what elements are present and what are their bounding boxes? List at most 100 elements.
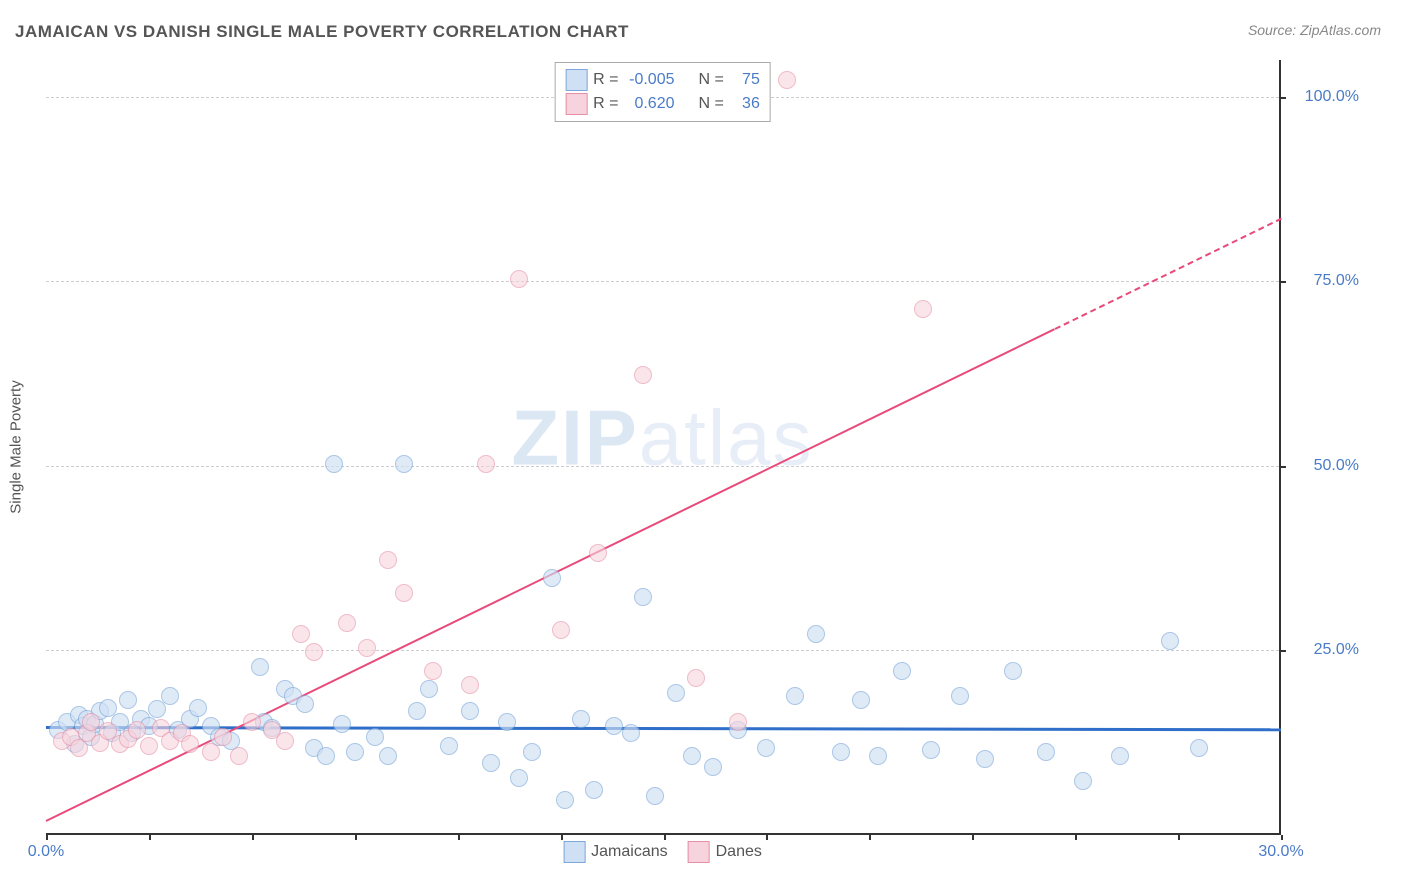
- series-legend: Jamaicans Danes: [563, 841, 762, 863]
- point-danes: [778, 71, 796, 89]
- point-jamaicans: [1037, 743, 1055, 761]
- xtick-label: 0.0%: [28, 843, 64, 861]
- xtick: [1075, 835, 1077, 840]
- xtick: [1178, 835, 1180, 840]
- point-jamaicans: [317, 747, 335, 765]
- point-jamaicans: [922, 741, 940, 759]
- point-danes: [230, 747, 248, 765]
- point-jamaicans: [634, 588, 652, 606]
- point-jamaicans: [605, 717, 623, 735]
- chart-title: JAMAICAN VS DANISH SINGLE MALE POVERTY C…: [15, 22, 629, 42]
- point-jamaicans: [440, 737, 458, 755]
- point-jamaicans: [251, 658, 269, 676]
- n-value: 36: [730, 95, 760, 113]
- legend-item-jamaicans: Jamaicans: [563, 841, 667, 863]
- trendline-dashed-danes: [1054, 218, 1281, 330]
- point-danes: [202, 743, 220, 761]
- point-jamaicans: [1111, 747, 1129, 765]
- point-danes: [128, 721, 146, 739]
- xtick: [869, 835, 871, 840]
- r-value: 0.620: [625, 95, 675, 113]
- legend-label: Jamaicans: [591, 843, 667, 861]
- point-danes: [634, 366, 652, 384]
- ytick: [1281, 650, 1286, 652]
- point-danes: [687, 669, 705, 687]
- point-danes: [276, 732, 294, 750]
- point-danes: [477, 455, 495, 473]
- legend-swatch-danes: [688, 841, 710, 863]
- point-jamaicans: [482, 754, 500, 772]
- point-danes: [358, 639, 376, 657]
- y-axis-label: Single Male Poverty: [8, 380, 25, 513]
- stat-row-danes: R = 0.620 N = 36: [565, 93, 760, 115]
- point-danes: [82, 713, 100, 731]
- xtick: [972, 835, 974, 840]
- xtick: [355, 835, 357, 840]
- xtick: [664, 835, 666, 840]
- point-jamaicans: [585, 781, 603, 799]
- point-jamaicans: [461, 702, 479, 720]
- point-danes: [379, 551, 397, 569]
- point-danes: [305, 643, 323, 661]
- xtick: [46, 835, 48, 840]
- xtick: [561, 835, 563, 840]
- point-jamaicans: [408, 702, 426, 720]
- legend-label: Danes: [716, 843, 762, 861]
- stat-legend: R =-0.005N =75R =0.620N =36: [554, 62, 771, 122]
- xtick: [766, 835, 768, 840]
- xtick: [458, 835, 460, 840]
- point-danes: [552, 621, 570, 639]
- point-danes: [914, 300, 932, 318]
- point-jamaicans: [99, 699, 117, 717]
- ytick-label: 50.0%: [1314, 457, 1359, 475]
- point-jamaicans: [523, 743, 541, 761]
- point-danes: [729, 713, 747, 731]
- swatch-danes: [565, 93, 587, 115]
- gridline-h: [46, 466, 1279, 467]
- gridline-h: [46, 650, 1279, 651]
- swatch-jamaicans: [565, 69, 587, 91]
- xtick-label: 30.0%: [1258, 843, 1303, 861]
- point-danes: [338, 614, 356, 632]
- point-jamaicans: [366, 728, 384, 746]
- point-jamaicans: [757, 739, 775, 757]
- ytick: [1281, 97, 1286, 99]
- point-danes: [214, 728, 232, 746]
- point-danes: [461, 676, 479, 694]
- point-jamaicans: [510, 769, 528, 787]
- n-label: N =: [699, 95, 724, 113]
- point-danes: [510, 270, 528, 288]
- ytick: [1281, 281, 1286, 283]
- point-danes: [243, 713, 261, 731]
- xtick: [252, 835, 254, 840]
- watermark-bold: ZIP: [511, 393, 638, 481]
- point-jamaicans: [1190, 739, 1208, 757]
- point-jamaicans: [119, 691, 137, 709]
- point-danes: [292, 625, 310, 643]
- legend-item-danes: Danes: [688, 841, 762, 863]
- point-jamaicans: [951, 687, 969, 705]
- point-jamaicans: [379, 747, 397, 765]
- r-label: R =: [593, 71, 618, 89]
- ytick-label: 75.0%: [1314, 272, 1359, 290]
- point-jamaicans: [832, 743, 850, 761]
- point-danes: [181, 735, 199, 753]
- point-jamaicans: [893, 662, 911, 680]
- point-jamaicans: [1074, 772, 1092, 790]
- point-danes: [424, 662, 442, 680]
- point-jamaicans: [667, 684, 685, 702]
- plot-area: ZIPatlas Single Male Poverty R =-0.005N …: [46, 60, 1281, 835]
- stat-row-jamaicans: R =-0.005N =75: [565, 69, 760, 91]
- point-jamaicans: [161, 687, 179, 705]
- point-jamaicans: [683, 747, 701, 765]
- legend-swatch-jamaicans: [563, 841, 585, 863]
- point-jamaicans: [556, 791, 574, 809]
- point-jamaicans: [296, 695, 314, 713]
- r-label: R =: [593, 95, 618, 113]
- point-jamaicans: [189, 699, 207, 717]
- point-jamaicans: [572, 710, 590, 728]
- ytick-label: 25.0%: [1314, 641, 1359, 659]
- point-danes: [395, 584, 413, 602]
- watermark-light: atlas: [639, 393, 814, 481]
- point-jamaicans: [346, 743, 364, 761]
